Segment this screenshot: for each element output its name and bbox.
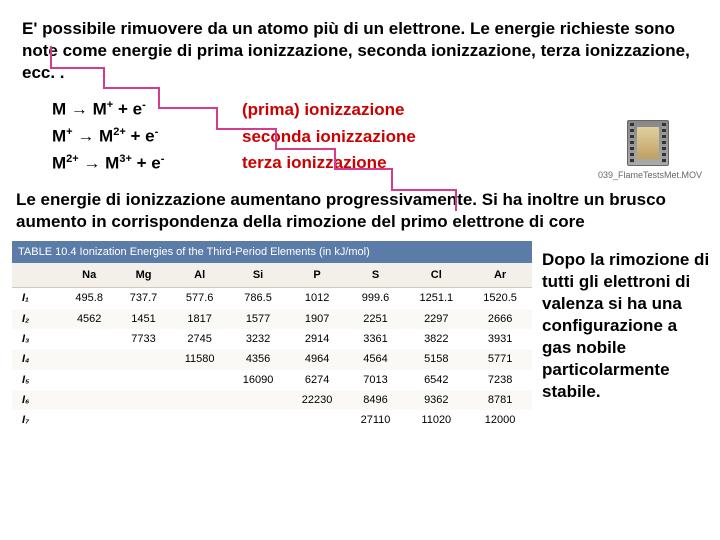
table-cell: 3361: [347, 329, 405, 349]
movie-file-icon: 039_FlameTestsMet.MOV: [598, 120, 698, 182]
table-row: I₇ 271101102012000: [12, 410, 532, 430]
table-cell: 1520.5: [468, 288, 532, 309]
table-cell: 5158: [404, 349, 468, 369]
table-cell: [116, 410, 170, 430]
table-cell: [62, 370, 116, 390]
equation-lhs: M2+ → M3+ + e-: [52, 152, 242, 175]
table-cell: [229, 390, 288, 410]
ionization-energies-table: NaMgAlSiPSClAr I₁495.8737.7577.6786.5101…: [12, 263, 532, 430]
table-col-header: Mg: [116, 263, 170, 288]
table-cell: I₆: [12, 390, 62, 410]
table-cell: 7733: [116, 329, 170, 349]
table-col-header: [12, 263, 62, 288]
table-cell: 12000: [468, 410, 532, 430]
equation-rhs: (prima) ionizzazione: [242, 99, 404, 121]
table-cell: [62, 329, 116, 349]
table-cell: I₅: [12, 370, 62, 390]
table-col-header: Si: [229, 263, 288, 288]
table-cell: [171, 410, 229, 430]
table-cell: 3822: [404, 329, 468, 349]
table-cell: 7238: [468, 370, 532, 390]
table-cell: [116, 390, 170, 410]
table-row: I₁495.8737.7577.6786.51012999.61251.1152…: [12, 288, 532, 309]
table-cell: 495.8: [62, 288, 116, 309]
table-cell: 2914: [288, 329, 347, 349]
table-cell: [171, 390, 229, 410]
table-cell: 1012: [288, 288, 347, 309]
table-cell: 4356: [229, 349, 288, 369]
table-cell: 11020: [404, 410, 468, 430]
table-cell: [62, 410, 116, 430]
table-cell: 1817: [171, 309, 229, 329]
table-row: I₃ 7733274532322914336138223931: [12, 329, 532, 349]
equation-rhs: seconda ionizzazione: [242, 126, 416, 148]
table-cell: 7013: [347, 370, 405, 390]
table-cell: 1451: [116, 309, 170, 329]
table-cell: 4562: [62, 309, 116, 329]
table-col-header: Cl: [404, 263, 468, 288]
table-cell: 1907: [288, 309, 347, 329]
table-cell: [171, 370, 229, 390]
table-cell: [62, 349, 116, 369]
table-col-header: Ar: [468, 263, 532, 288]
table-cell: I₄: [12, 349, 62, 369]
table-cell: 8496: [347, 390, 405, 410]
equation-row: M → M+ + e-(prima) ionizzazione: [52, 98, 702, 121]
table-cell: 6274: [288, 370, 347, 390]
table-cell: [288, 410, 347, 430]
table-col-header: Al: [171, 263, 229, 288]
table-row: I₄ 1158043564964456451585771: [12, 349, 532, 369]
movie-filename: 039_FlameTestsMet.MOV: [598, 170, 698, 182]
table-cell: 4964: [288, 349, 347, 369]
table-col-header: S: [347, 263, 405, 288]
table-cell: I₂: [12, 309, 62, 329]
table-cell: 6542: [404, 370, 468, 390]
mid-paragraph: Le energie di ionizzazione aumentano pro…: [0, 185, 720, 241]
table-cell: 16090: [229, 370, 288, 390]
table-row: I₆ 22230849693628781: [12, 390, 532, 410]
table-cell: 2745: [171, 329, 229, 349]
side-paragraph: Dopo la rimozione di tutti gli elettroni…: [542, 241, 710, 431]
equation-lhs: M+ → M2+ + e-: [52, 125, 242, 148]
table-cell: 22230: [288, 390, 347, 410]
table-col-header: Na: [62, 263, 116, 288]
table-cell: [62, 390, 116, 410]
table-cell: 1251.1: [404, 288, 468, 309]
table-cell: 786.5: [229, 288, 288, 309]
intro-paragraph: E' possibile rimuovere da un atomo più d…: [0, 0, 720, 90]
table-cell: 3232: [229, 329, 288, 349]
table-cell: 2251: [347, 309, 405, 329]
table-cell: 737.7: [116, 288, 170, 309]
table-caption: TABLE 10.4 Ionization Energies of the Th…: [12, 241, 532, 263]
table-col-header: P: [288, 263, 347, 288]
table-cell: I₃: [12, 329, 62, 349]
table-cell: I₇: [12, 410, 62, 430]
table-cell: I₁: [12, 288, 62, 309]
film-icon: [627, 120, 669, 166]
table-cell: 3931: [468, 329, 532, 349]
table-cell: 577.6: [171, 288, 229, 309]
table-cell: [229, 410, 288, 430]
table-cell: 5771: [468, 349, 532, 369]
ionization-table-container: TABLE 10.4 Ionization Energies of the Th…: [12, 241, 532, 431]
table-row: I₅ 160906274701365427238: [12, 370, 532, 390]
table-cell: 2666: [468, 309, 532, 329]
table-row: I₂45621451181715771907225122972666: [12, 309, 532, 329]
table-cell: [116, 349, 170, 369]
table-cell: 9362: [404, 390, 468, 410]
table-cell: [116, 370, 170, 390]
table-cell: 11580: [171, 349, 229, 369]
table-header-row: NaMgAlSiPSClAr: [12, 263, 532, 288]
table-cell: 999.6: [347, 288, 405, 309]
equation-lhs: M → M+ + e-: [52, 98, 242, 121]
table-cell: 8781: [468, 390, 532, 410]
table-cell: 4564: [347, 349, 405, 369]
table-cell: 2297: [404, 309, 468, 329]
table-cell: 1577: [229, 309, 288, 329]
equation-rhs: terza ionizzazione: [242, 152, 387, 174]
table-cell: 27110: [347, 410, 405, 430]
